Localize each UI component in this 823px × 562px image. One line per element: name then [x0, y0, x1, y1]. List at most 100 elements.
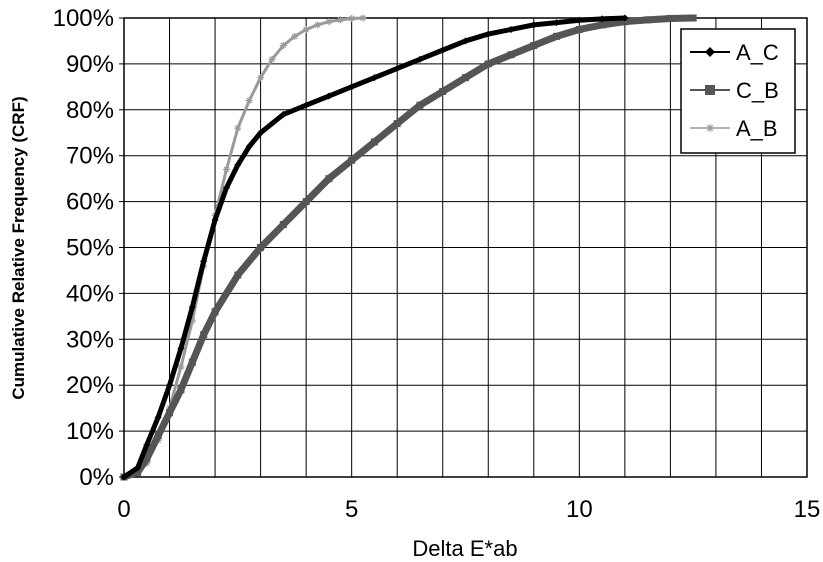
data-point-diamond — [200, 257, 208, 265]
data-point-square — [705, 85, 715, 95]
legend-item-A_C: A_C — [690, 40, 779, 65]
legend-label: C_B — [736, 78, 779, 103]
data-point-square — [325, 175, 333, 183]
y-tick-label: 70% — [66, 143, 114, 170]
data-point-diamond — [166, 381, 174, 389]
data-point-square — [439, 87, 447, 95]
data-point-square — [416, 101, 424, 109]
data-point-diamond — [393, 64, 401, 72]
y-tick-label: 10% — [66, 418, 114, 445]
y-axis-ticks: 0% 10% 20% 30% 40% 50% 60% 70% 80% 90% 100% — [53, 5, 124, 491]
data-point-star — [291, 32, 299, 40]
data-point-star — [222, 165, 230, 173]
data-point-square — [200, 331, 208, 339]
data-point-star — [359, 14, 367, 22]
legend-label: A_B — [736, 116, 778, 141]
data-point-square — [553, 32, 561, 40]
y-tick-label: 60% — [66, 189, 114, 216]
data-point-square — [166, 409, 174, 417]
y-tick-label: 0% — [79, 464, 114, 491]
data-point-diamond — [705, 47, 715, 57]
data-point-star — [706, 124, 714, 132]
data-point-square — [177, 386, 185, 394]
data-point-square — [598, 21, 606, 29]
data-point-diamond — [507, 25, 515, 33]
data-point-square — [134, 468, 142, 476]
data-point-diamond — [211, 216, 219, 224]
data-point-diamond — [370, 74, 378, 82]
data-point-square — [393, 120, 401, 128]
y-tick-label: 30% — [66, 326, 114, 353]
x-tick-label: 0 — [117, 496, 130, 523]
data-point-square — [188, 358, 196, 366]
data-point-diamond — [134, 464, 142, 472]
y-axis-label: Cumulative Relative Frequency (CRF) — [9, 96, 28, 399]
series-layer — [120, 14, 697, 481]
data-point-star — [325, 18, 333, 26]
data-point-star — [177, 363, 185, 371]
y-tick-label: 20% — [66, 372, 114, 399]
series-C_B — [120, 14, 697, 481]
data-point-diamond — [553, 19, 561, 27]
data-point-star — [336, 16, 344, 24]
data-point-diamond — [177, 344, 185, 352]
data-point-star — [268, 55, 276, 63]
y-tick-label: 90% — [66, 51, 114, 78]
data-point-star — [245, 97, 253, 105]
data-point-star — [257, 74, 265, 82]
data-point-diamond — [416, 55, 424, 63]
data-point-square — [302, 198, 310, 206]
data-point-square — [689, 14, 697, 22]
data-point-diamond — [245, 143, 253, 151]
data-point-star — [314, 21, 322, 29]
x-tick-label: 10 — [566, 496, 593, 523]
data-point-diamond — [621, 14, 629, 22]
data-point-diamond — [325, 92, 333, 100]
data-point-diamond — [143, 441, 151, 449]
y-tick-label: 100% — [53, 5, 114, 32]
data-point-square — [484, 60, 492, 68]
data-point-square — [462, 74, 469, 82]
data-point-diamond — [257, 129, 265, 137]
data-point-star — [302, 25, 310, 33]
data-point-diamond — [598, 15, 606, 23]
data-point-diamond — [348, 83, 356, 91]
data-point-square — [644, 16, 652, 24]
data-point-square — [257, 244, 265, 251]
data-point-diamond — [154, 413, 162, 421]
data-point-square — [530, 42, 538, 50]
legend: A_C C_B A_B — [680, 28, 796, 154]
legend-item-A_B: A_B — [690, 116, 778, 141]
data-point-square — [279, 221, 287, 229]
data-point-diamond — [439, 46, 447, 54]
series-A_C — [120, 14, 629, 481]
x-tick-label: 15 — [794, 496, 821, 523]
x-axis-label: Delta E*ab — [412, 536, 517, 561]
legend-item-C_B: C_B — [690, 78, 779, 103]
y-tick-label: 50% — [66, 235, 114, 262]
data-point-square — [666, 14, 674, 22]
data-point-diamond — [234, 161, 242, 169]
data-point-diamond — [484, 30, 492, 38]
data-point-diamond — [575, 16, 583, 24]
data-point-diamond — [462, 37, 469, 45]
data-point-diamond — [530, 21, 538, 29]
data-point-diamond — [188, 303, 196, 311]
data-point-star — [348, 14, 356, 22]
data-point-square — [234, 271, 242, 279]
data-point-diamond — [222, 184, 230, 192]
x-axis-ticks: 0 5 10 15 — [117, 496, 820, 523]
data-point-square — [507, 51, 515, 59]
data-point-star — [234, 124, 242, 132]
data-point-square — [621, 18, 629, 26]
data-point-square — [370, 138, 378, 146]
data-point-diamond — [302, 101, 310, 109]
data-point-square — [348, 156, 356, 164]
data-point-diamond — [279, 110, 287, 118]
data-point-square — [143, 455, 151, 463]
data-point-square — [211, 308, 219, 316]
legend-label: A_C — [736, 40, 779, 65]
x-tick-label: 5 — [345, 496, 358, 523]
y-tick-label: 80% — [66, 97, 114, 124]
